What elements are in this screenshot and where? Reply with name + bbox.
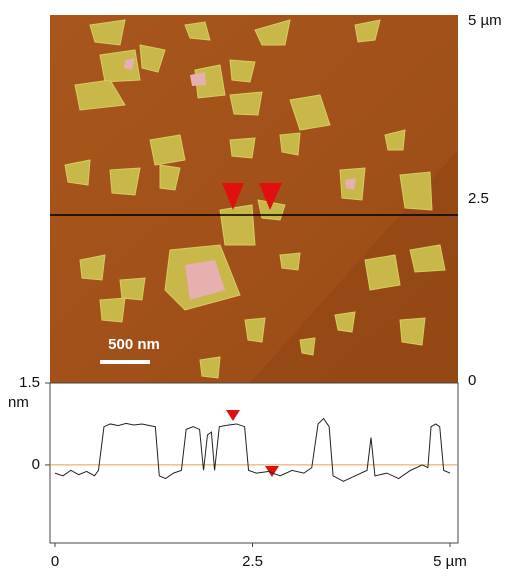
profile-plot (49, 382, 459, 544)
y-axis-label: nm (8, 394, 29, 411)
y-tick-label: 0 (32, 456, 40, 473)
y-tick-label: 1.5 (19, 374, 40, 391)
image-tick-label: 2.5 (468, 190, 489, 207)
x-tick-label: 0 (51, 553, 59, 570)
scale-bar-label: 500 nm (108, 336, 160, 353)
afm-image: 500 nm (50, 15, 458, 383)
profile-line (54, 417, 451, 482)
image-tick-label: 5 µm (468, 12, 502, 29)
image-tick-label: 0 (468, 372, 476, 389)
x-tick-label: 5 µm (433, 553, 467, 570)
x-tick-label: 2.5 (242, 553, 263, 570)
